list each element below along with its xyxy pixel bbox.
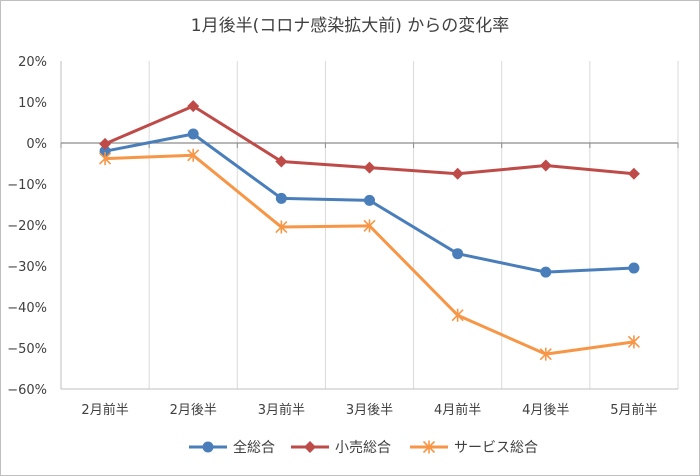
x-axis-tick-labels: 2月前半 2月後半 3月前半 3月後半 4月前半 4月後半 5月前半 [81, 402, 657, 418]
legend-label: 全総合 [233, 439, 275, 456]
legend-item: 全総合 [189, 439, 275, 456]
series-3 [99, 148, 640, 361]
data-point [628, 262, 640, 274]
y-tick-label: 0% [26, 137, 47, 152]
legend-marker [202, 441, 214, 453]
data-point [539, 159, 552, 172]
x-tick-label: 3月後半 [346, 403, 393, 418]
data-point [363, 161, 376, 174]
series-group [99, 100, 640, 361]
data-point [187, 148, 200, 162]
y-tick-label: 10% [18, 96, 47, 111]
y-tick-label: −10% [7, 178, 47, 193]
data-point [540, 266, 552, 278]
x-tick-label: 4月後半 [522, 403, 569, 418]
y-tick-label: −60% [7, 383, 47, 398]
data-point [452, 248, 464, 260]
y-axis-tick-labels: 20% 10% 0% −10% −20% −30% −40% −50% −60% [7, 55, 47, 398]
data-point [627, 167, 640, 180]
y-tick-label: −30% [7, 260, 47, 275]
y-tick-label: 20% [18, 55, 47, 70]
series-2 [99, 100, 640, 180]
legend-item: サービス総合 [410, 440, 538, 456]
data-point [275, 155, 288, 168]
chart-title: 1月後半(コロナ感染拡大前) からの変化率 [191, 16, 509, 36]
x-tick-label: 3月前半 [258, 402, 305, 418]
y-tick-label: −40% [7, 301, 47, 316]
data-point [627, 335, 640, 349]
data-point [363, 219, 376, 233]
data-point [364, 194, 375, 206]
legend-label: 小売総合 [335, 440, 391, 456]
data-point [275, 192, 287, 204]
data-point [539, 347, 552, 361]
data-point [99, 152, 112, 166]
x-tick-label: 2月後半 [170, 403, 217, 418]
axes [60, 61, 679, 390]
data-point [451, 167, 464, 180]
legend-item: 小売総合 [291, 440, 391, 456]
data-point [187, 100, 200, 113]
legend: 全総合 小売総合 サービス総合 [189, 439, 538, 456]
series-line [105, 153, 635, 356]
data-point [275, 220, 288, 234]
legend-marker [422, 440, 436, 454]
data-point [99, 145, 111, 157]
x-tick-label: 2月前半 [81, 402, 128, 418]
data-point [187, 128, 199, 140]
series-1 [99, 128, 640, 278]
x-tick-label: 5月前半 [610, 402, 657, 418]
x-tick-label: 4月前半 [434, 402, 481, 418]
data-point [99, 137, 112, 150]
legend-label: サービス総合 [454, 440, 538, 456]
y-tick-label: −20% [7, 219, 47, 234]
legend-marker [304, 441, 316, 453]
data-point [451, 308, 464, 322]
y-tick-label: −50% [7, 342, 47, 357]
